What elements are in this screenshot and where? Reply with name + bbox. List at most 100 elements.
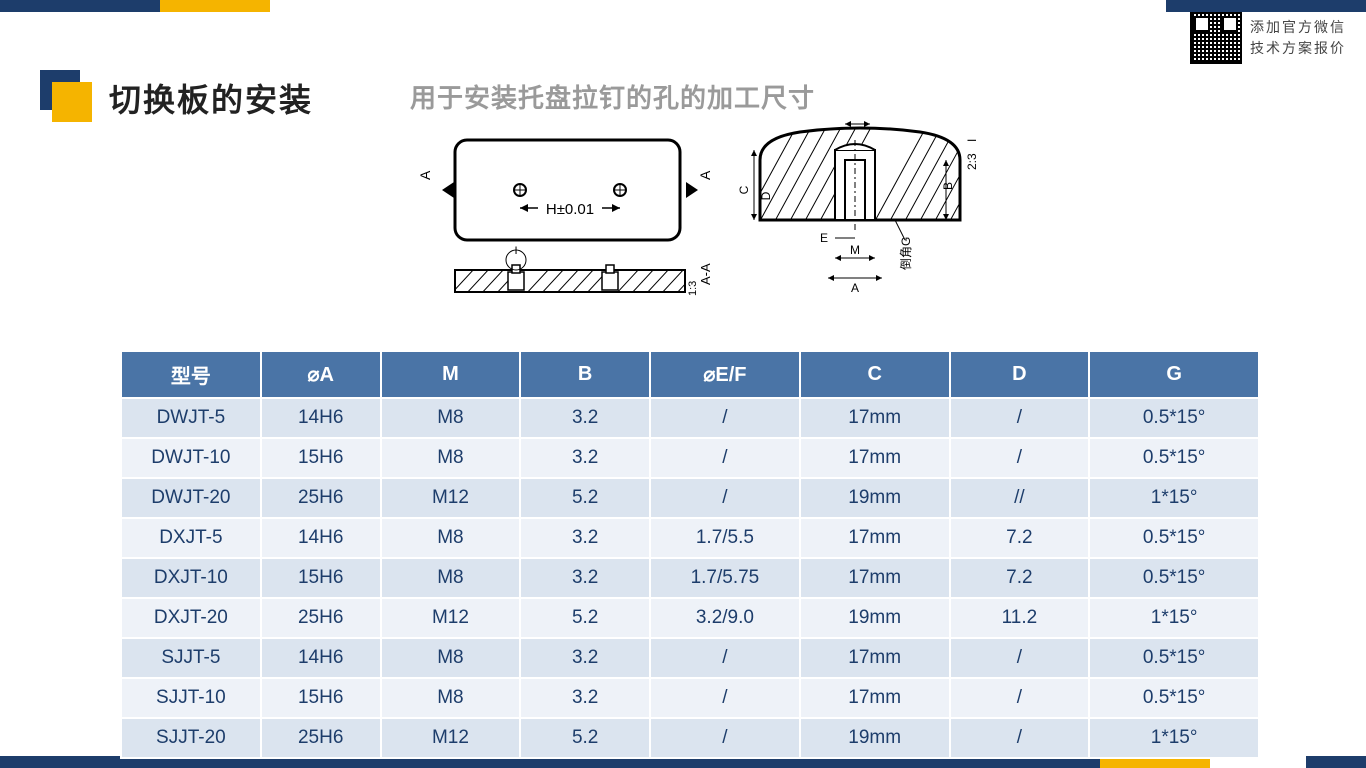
- cell-model: DXJT-5: [121, 518, 261, 558]
- cell-model: DXJT-20: [121, 598, 261, 638]
- cell-value: 0.5*15°: [1089, 518, 1259, 558]
- cell-value: 14H6: [261, 638, 381, 678]
- table-header-cell: ⌀E/F: [650, 351, 800, 398]
- table-header-cell: C: [800, 351, 950, 398]
- decor-top-left: [0, 0, 160, 12]
- decor-top-accent: [160, 0, 270, 12]
- svg-text:A-A: A-A: [698, 263, 713, 285]
- cell-value: M8: [381, 558, 521, 598]
- cell-value: 0.5*15°: [1089, 678, 1259, 718]
- cell-value: M12: [381, 478, 521, 518]
- cell-model: DWJT-10: [121, 438, 261, 478]
- cell-value: 0.5*15°: [1089, 398, 1259, 438]
- technical-diagram: H±0.01 A A I A-A 1:3: [420, 120, 980, 340]
- cell-value: 7.2: [950, 558, 1090, 598]
- table-header-cell: G: [1089, 351, 1259, 398]
- cell-value: 3.2/9.0: [650, 598, 800, 638]
- svg-text:A: A: [851, 281, 859, 295]
- cell-model: DWJT-5: [121, 398, 261, 438]
- cell-model: DXJT-10: [121, 558, 261, 598]
- cell-model: DWJT-20: [121, 478, 261, 518]
- cell-value: 3.2: [520, 398, 650, 438]
- svg-text:D: D: [759, 191, 773, 200]
- table-row: SJJT-514H6M83.2/17mm/0.5*15°: [121, 638, 1259, 678]
- cell-value: 25H6: [261, 478, 381, 518]
- page-title-block: 切换板的安装: [40, 70, 313, 125]
- svg-text:A: A: [697, 170, 713, 180]
- qr-line1: 添加官方微信: [1250, 17, 1346, 38]
- cell-value: 19mm: [800, 598, 950, 638]
- diagram-svg: H±0.01 A A I A-A 1:3: [420, 120, 980, 340]
- svg-text:M: M: [850, 243, 860, 257]
- qr-block: 添加官方微信 技术方案报价: [1190, 12, 1346, 64]
- svg-text:I: I: [965, 139, 979, 142]
- cell-value: M12: [381, 718, 521, 758]
- cell-value: 5.2: [520, 718, 650, 758]
- table-row: DXJT-2025H6M125.23.2/9.019mm11.21*15°: [121, 598, 1259, 638]
- cell-value: 15H6: [261, 438, 381, 478]
- cell-value: /: [950, 638, 1090, 678]
- cell-value: 1*15°: [1089, 718, 1259, 758]
- cell-value: 5.2: [520, 598, 650, 638]
- cell-value: 14H6: [261, 518, 381, 558]
- cell-value: 7.2: [950, 518, 1090, 558]
- svg-text:倒角G: 倒角G: [899, 237, 913, 270]
- table-row: DXJT-1015H6M83.21.7/5.7517mm7.20.5*15°: [121, 558, 1259, 598]
- cell-value: 17mm: [800, 398, 950, 438]
- cell-value: 25H6: [261, 598, 381, 638]
- cell-value: M12: [381, 598, 521, 638]
- qr-caption: 添加官方微信 技术方案报价: [1250, 17, 1346, 59]
- cell-value: //: [950, 478, 1090, 518]
- cell-value: 17mm: [800, 558, 950, 598]
- cell-value: 17mm: [800, 438, 950, 478]
- cell-value: /: [650, 638, 800, 678]
- svg-text:C: C: [737, 185, 751, 194]
- decor-bot-right: [1306, 756, 1366, 768]
- cell-value: 0.5*15°: [1089, 638, 1259, 678]
- dim-H: H±0.01: [546, 201, 594, 218]
- svg-text:1:3: 1:3: [687, 281, 699, 296]
- cell-value: /: [950, 438, 1090, 478]
- qr-line2: 技术方案报价: [1250, 38, 1346, 59]
- table-header-cell: D: [950, 351, 1090, 398]
- cell-model: SJJT-20: [121, 718, 261, 758]
- cell-value: /: [950, 398, 1090, 438]
- cell-value: 1*15°: [1089, 598, 1259, 638]
- decor-top-right: [1166, 0, 1366, 12]
- cell-value: 19mm: [800, 718, 950, 758]
- cell-value: 1*15°: [1089, 478, 1259, 518]
- svg-text:A: A: [420, 170, 433, 180]
- cell-value: 17mm: [800, 518, 950, 558]
- cell-value: M8: [381, 438, 521, 478]
- qr-code-icon: [1190, 12, 1242, 64]
- table-header-cell: ⌀A: [261, 351, 381, 398]
- cell-value: M8: [381, 638, 521, 678]
- cell-value: 1.7/5.5: [650, 518, 800, 558]
- cell-value: 3.2: [520, 638, 650, 678]
- table-header-cell: B: [520, 351, 650, 398]
- title-bullet-icon: [40, 70, 95, 125]
- svg-text:F: F: [854, 120, 861, 121]
- cell-value: /: [950, 678, 1090, 718]
- svg-text:2:3: 2:3: [965, 153, 979, 170]
- cell-value: 17mm: [800, 638, 950, 678]
- cell-value: 3.2: [520, 678, 650, 718]
- cell-value: 3.2: [520, 518, 650, 558]
- cell-value: 11.2: [950, 598, 1090, 638]
- cell-value: 3.2: [520, 558, 650, 598]
- table-header-cell: M: [381, 351, 521, 398]
- cell-value: 25H6: [261, 718, 381, 758]
- table-header-row: 型号⌀AMB⌀E/FCDG: [121, 351, 1259, 398]
- svg-text:I: I: [514, 245, 517, 257]
- cell-value: 15H6: [261, 558, 381, 598]
- cell-value: 0.5*15°: [1089, 438, 1259, 478]
- cell-value: 14H6: [261, 398, 381, 438]
- cell-value: /: [650, 678, 800, 718]
- cell-value: M8: [381, 678, 521, 718]
- cell-value: /: [650, 718, 800, 758]
- cell-value: 15H6: [261, 678, 381, 718]
- cell-model: SJJT-10: [121, 678, 261, 718]
- page-title: 切换板的安装: [109, 75, 313, 121]
- table-row: DWJT-1015H6M83.2/17mm/0.5*15°: [121, 438, 1259, 478]
- cell-value: 3.2: [520, 438, 650, 478]
